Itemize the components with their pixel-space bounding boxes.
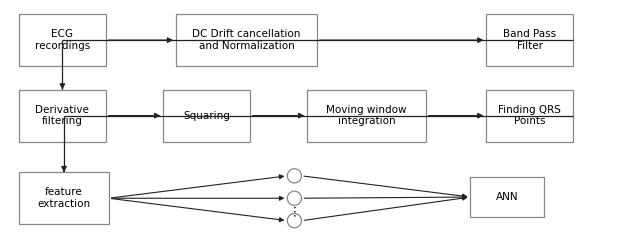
FancyBboxPatch shape [486, 14, 573, 66]
Text: Moving window
integration: Moving window integration [326, 105, 406, 126]
FancyBboxPatch shape [486, 90, 573, 142]
FancyBboxPatch shape [307, 90, 426, 142]
Text: ECG
recordings: ECG recordings [35, 29, 90, 51]
Text: Finding QRS
Points: Finding QRS Points [498, 105, 561, 126]
FancyBboxPatch shape [176, 14, 317, 66]
FancyBboxPatch shape [19, 90, 106, 142]
Text: Squaring: Squaring [183, 111, 230, 121]
Text: DC Drift cancellation
and Normalization: DC Drift cancellation and Normalization [192, 29, 301, 51]
FancyBboxPatch shape [163, 90, 250, 142]
Text: Band Pass
Filter: Band Pass Filter [503, 29, 556, 51]
Text: Derivative
filtering: Derivative filtering [35, 105, 90, 126]
FancyBboxPatch shape [470, 177, 544, 217]
FancyBboxPatch shape [19, 172, 109, 224]
Text: ⋯: ⋯ [288, 203, 301, 215]
Ellipse shape [287, 214, 301, 228]
Ellipse shape [287, 191, 301, 205]
Text: ANN: ANN [496, 192, 518, 202]
FancyBboxPatch shape [19, 14, 106, 66]
Ellipse shape [287, 169, 301, 183]
Text: feature
extraction: feature extraction [37, 187, 91, 209]
